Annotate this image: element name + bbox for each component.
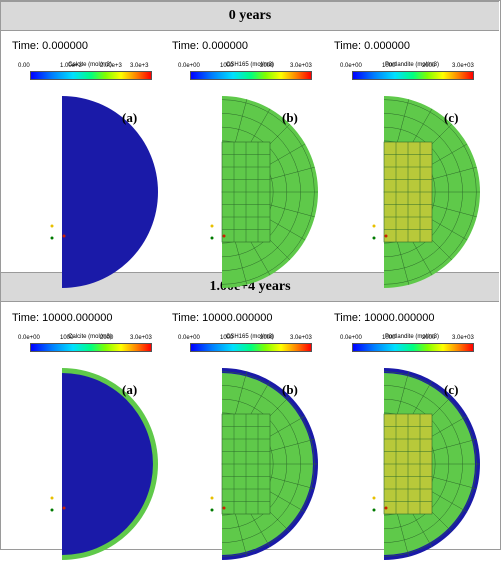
half-disk-mesh-plot	[50, 96, 158, 288]
colorbar-tick-label: 3.0e+03	[130, 335, 152, 341]
axis-triad-icon	[50, 496, 66, 512]
time-label: Time: 0.000000	[334, 40, 411, 52]
axis-triad-icon	[210, 496, 226, 512]
colorbar-tick-label: 2000	[260, 335, 274, 341]
colorbar-tick-label: 3.0e+03	[290, 63, 312, 69]
panel-label: (c)	[444, 110, 459, 125]
axis-triad-icon	[50, 224, 66, 240]
colorbar-tick-label: 0.0e+00	[178, 335, 200, 341]
colorbar-tick-label: 0.0e+00	[340, 63, 362, 69]
colorbar-tick-label: 0.00	[18, 63, 30, 69]
colorbar-tick-label: 0.0e+00	[340, 335, 362, 341]
half-disk-mesh-plot	[210, 96, 318, 288]
core-grid	[222, 414, 270, 514]
colorbar-tick-label: 3.0e+03	[290, 335, 312, 341]
colorbar-tick-label: 3.0e+3	[130, 63, 149, 69]
colorbar-tick-label: 1000	[382, 63, 396, 69]
colorbar-tick-label: 1000	[220, 335, 234, 341]
colorbar-tick-label: 2000	[422, 63, 436, 69]
colorbar-tick-label: 3.0e+03	[452, 335, 474, 341]
panel-label: (b)	[282, 110, 298, 125]
panel-label: (a)	[122, 110, 138, 125]
colorbar-title: Portlandite (mol/m3)	[384, 334, 440, 340]
time-label: Time: 10000.000000	[172, 312, 273, 324]
colorbar-title: Portlandite (mol/m3)	[384, 62, 440, 68]
colorbar-tick-label: 2000	[260, 63, 274, 69]
time-label: Time: 0.000000	[12, 40, 89, 52]
colorbar	[352, 71, 474, 80]
colorbar-title: Calcite (mol/m3)	[68, 62, 112, 68]
half-disk-mesh-plot	[210, 368, 318, 560]
interior-fill	[62, 96, 158, 288]
half-disk-mesh-plot	[372, 368, 480, 560]
colorbar-title: CSH165 (mol/m3)	[225, 62, 274, 68]
axis-triad-icon	[210, 224, 226, 240]
colorbar-title: Calcite (mol/m3)	[68, 334, 112, 340]
time-label: Time: 10000.000000	[334, 312, 435, 324]
axis-triad-icon	[372, 224, 388, 240]
colorbar-tick-label: 0.0e+00	[178, 63, 200, 69]
core-grid	[222, 142, 270, 242]
core-grid	[384, 142, 432, 242]
colorbar	[190, 71, 312, 80]
axis-triad-icon	[372, 496, 388, 512]
colorbar-tick-label: 0.0e+00	[18, 335, 40, 341]
colorbar	[352, 343, 474, 352]
colorbar-tick-label: 1000	[220, 63, 234, 69]
colorbar-title: CSH165 (mol/m3)	[225, 334, 274, 340]
colorbar-tick-label: 2.00e+3	[100, 63, 122, 69]
half-disk-mesh-plot	[50, 368, 158, 560]
colorbar	[30, 71, 152, 80]
colorbar	[30, 343, 152, 352]
time-label: Time: 0.000000	[172, 40, 249, 52]
colorbar	[190, 343, 312, 352]
colorbar-tick-label: 3.0e+03	[452, 63, 474, 69]
colorbar-tick-label: 1000	[382, 335, 396, 341]
colorbar-tick-label: 1000	[60, 335, 74, 341]
panel-label: (b)	[282, 382, 298, 397]
time-label: Time: 10000.000000	[12, 312, 113, 324]
half-disk-mesh-plot	[372, 96, 480, 288]
panel-label: (c)	[444, 382, 459, 397]
colorbar-tick-label: 2000	[100, 335, 114, 341]
colorbar-tick-label: 1.00e+3	[60, 63, 82, 69]
colorbar-tick-label: 2000	[422, 335, 436, 341]
section-title: 0 years	[228, 8, 272, 23]
panel-label: (a)	[122, 382, 138, 397]
section-header-0-years: 0 years	[1, 1, 499, 31]
core-grid	[384, 414, 432, 514]
interior-fill	[62, 373, 153, 555]
